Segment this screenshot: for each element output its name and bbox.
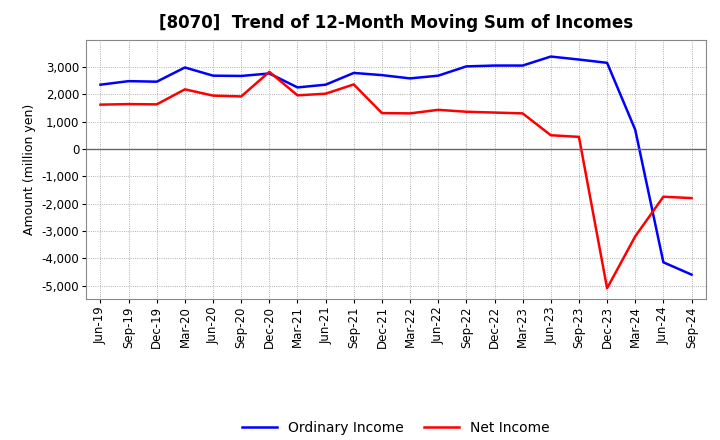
Line: Ordinary Income: Ordinary Income bbox=[101, 57, 691, 275]
Ordinary Income bbox=[96, 82, 105, 87]
Net Income bbox=[659, 194, 667, 199]
Ordinary Income bbox=[209, 73, 217, 78]
Ordinary Income bbox=[349, 70, 358, 76]
Title: [8070]  Trend of 12-Month Moving Sum of Incomes: [8070] Trend of 12-Month Moving Sum of I… bbox=[159, 15, 633, 33]
Net Income bbox=[434, 107, 443, 113]
Ordinary Income bbox=[575, 57, 583, 62]
Ordinary Income bbox=[603, 60, 611, 66]
Net Income bbox=[462, 109, 471, 114]
Ordinary Income bbox=[406, 76, 415, 81]
Ordinary Income bbox=[659, 260, 667, 265]
Ordinary Income bbox=[687, 272, 696, 277]
Ordinary Income bbox=[181, 65, 189, 70]
Ordinary Income bbox=[434, 73, 443, 78]
Net Income bbox=[321, 91, 330, 96]
Net Income bbox=[265, 69, 274, 74]
Net Income bbox=[209, 93, 217, 98]
Net Income bbox=[518, 111, 527, 116]
Ordinary Income bbox=[546, 54, 555, 59]
Net Income bbox=[153, 102, 161, 107]
Ordinary Income bbox=[490, 63, 499, 68]
Net Income bbox=[181, 87, 189, 92]
Ordinary Income bbox=[153, 79, 161, 84]
Net Income bbox=[237, 94, 246, 99]
Legend: Ordinary Income, Net Income: Ordinary Income, Net Income bbox=[236, 415, 556, 440]
Net Income bbox=[349, 82, 358, 87]
Y-axis label: Amount (million yen): Amount (million yen) bbox=[23, 104, 36, 235]
Net Income bbox=[406, 111, 415, 116]
Net Income bbox=[687, 195, 696, 201]
Net Income bbox=[631, 234, 639, 239]
Ordinary Income bbox=[377, 73, 386, 78]
Net Income bbox=[575, 134, 583, 139]
Net Income bbox=[293, 93, 302, 98]
Ordinary Income bbox=[518, 63, 527, 68]
Ordinary Income bbox=[125, 78, 133, 84]
Net Income bbox=[96, 102, 105, 107]
Ordinary Income bbox=[321, 82, 330, 87]
Net Income bbox=[603, 286, 611, 291]
Net Income bbox=[125, 102, 133, 107]
Net Income bbox=[490, 110, 499, 115]
Ordinary Income bbox=[293, 85, 302, 90]
Net Income bbox=[546, 132, 555, 138]
Ordinary Income bbox=[631, 127, 639, 132]
Ordinary Income bbox=[265, 71, 274, 76]
Ordinary Income bbox=[237, 73, 246, 79]
Ordinary Income bbox=[462, 64, 471, 69]
Net Income bbox=[377, 110, 386, 116]
Line: Net Income: Net Income bbox=[101, 72, 691, 288]
